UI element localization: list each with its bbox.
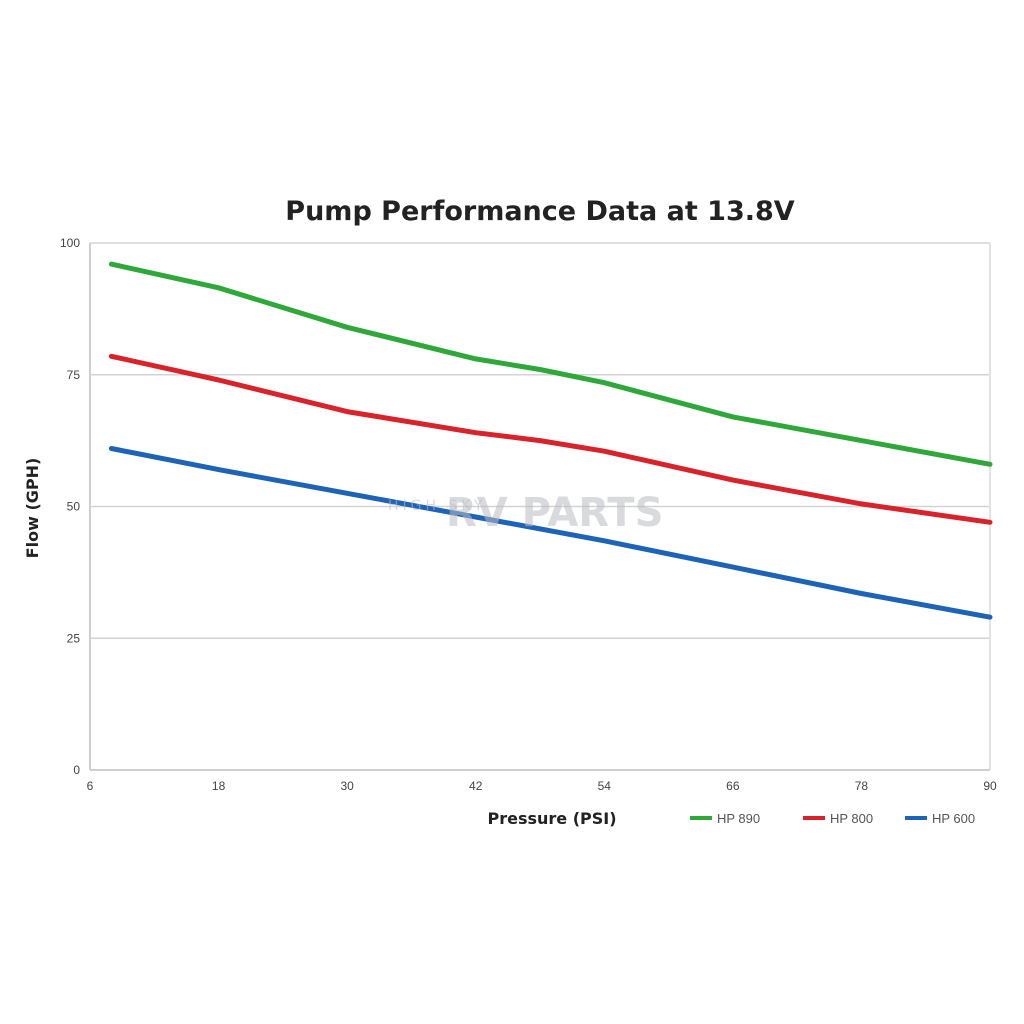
gridlines	[90, 242, 990, 639]
x-axis-title: Pressure (PSI)	[487, 809, 616, 828]
series-lines	[108, 261, 993, 620]
x-tick-label: 18	[212, 779, 226, 793]
x-tick-label: 6	[87, 779, 94, 793]
watermark-brand-text: RV PARTS	[446, 490, 663, 536]
legend: HP 890 HP 800 HP 600	[690, 811, 975, 826]
x-tick-label: 66	[726, 779, 740, 793]
x-tick-label: 42	[469, 779, 483, 793]
series-line-hp-800	[108, 353, 993, 525]
x-tick-label: 30	[340, 779, 354, 793]
watermark: HIGH SKY RV PARTS	[388, 490, 663, 536]
x-tick-label: 54	[598, 779, 612, 793]
series-line-hp-890	[108, 261, 993, 467]
legend-label: HP 890	[717, 811, 760, 826]
x-axis-tick-labels: 6 18 30 42 54 66 78 90	[87, 779, 997, 793]
y-tick-label: 25	[67, 631, 81, 645]
y-tick-label: 75	[67, 368, 81, 382]
legend-label: HP 800	[830, 811, 873, 826]
y-tick-label: 100	[60, 236, 80, 250]
x-tick-label: 90	[983, 779, 997, 793]
series-line-hp-600	[108, 446, 993, 620]
y-tick-label: 0	[73, 763, 80, 777]
watermark-small-text: HIGH SKY	[388, 498, 487, 514]
axes	[89, 243, 991, 771]
legend-label: HP 600	[932, 811, 975, 826]
y-axis-tick-labels: 0 25 50 75 100	[60, 236, 80, 777]
chart-title: Pump Performance Data at 13.8V	[285, 196, 794, 227]
x-tick-label: 78	[855, 779, 869, 793]
y-axis-title: Flow (GPH)	[23, 458, 42, 559]
y-tick-label: 50	[67, 500, 81, 514]
